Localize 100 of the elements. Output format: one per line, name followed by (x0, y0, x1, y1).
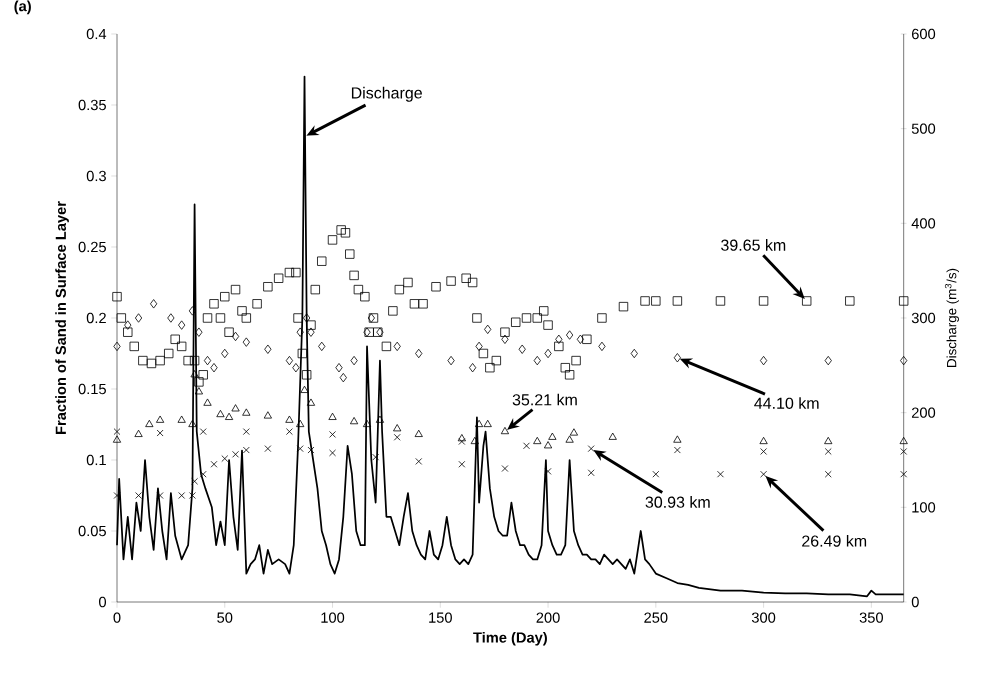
y-tick-label: 0.2 (86, 312, 106, 324)
x-tick-label: 300 (751, 612, 776, 623)
point (145, 419, 154, 428)
x-tick-label: 100 (321, 612, 345, 623)
point (900, 448, 908, 455)
point (483, 419, 492, 428)
point (608, 432, 617, 440)
point (458, 460, 466, 468)
point (328, 412, 337, 420)
point (188, 419, 197, 428)
point (759, 355, 768, 366)
point (630, 348, 638, 359)
y-tick-label: 0.3 (86, 170, 106, 182)
point (565, 435, 574, 443)
point (544, 467, 552, 475)
point (178, 320, 186, 330)
point (533, 355, 541, 366)
point (335, 363, 343, 373)
point (242, 337, 250, 347)
point (548, 432, 557, 440)
point (824, 448, 832, 455)
point (458, 438, 466, 445)
point (376, 327, 384, 337)
point (652, 470, 660, 478)
point (484, 324, 492, 335)
point (285, 355, 294, 366)
point (475, 341, 483, 352)
point (242, 446, 250, 454)
point (224, 412, 234, 420)
point (414, 429, 423, 437)
series-label: 35.21 km (512, 393, 577, 406)
x-axis-title: Time (Day) (473, 631, 547, 646)
point (900, 470, 908, 478)
point (824, 355, 832, 366)
point (190, 370, 199, 378)
point (587, 469, 595, 477)
point (194, 387, 203, 395)
y2-tick-label: 100 (912, 502, 936, 513)
point (760, 470, 768, 478)
point (112, 435, 122, 443)
point (824, 436, 833, 445)
point (199, 428, 207, 436)
point (203, 398, 212, 406)
point (350, 355, 358, 366)
point (375, 415, 385, 423)
point (178, 492, 186, 499)
point (134, 429, 143, 437)
point (598, 341, 606, 352)
point (899, 436, 908, 445)
x-tick-label: 150 (429, 612, 452, 623)
y-tick-label: 0.05 (78, 525, 106, 537)
point (518, 344, 526, 354)
point (717, 470, 724, 478)
point (292, 363, 300, 373)
point (263, 411, 272, 419)
point (576, 334, 584, 344)
y-tick-label: 0 (99, 596, 107, 608)
point (523, 442, 530, 450)
point (242, 408, 251, 416)
point (367, 313, 375, 323)
point (191, 477, 199, 485)
point (470, 436, 479, 445)
point (113, 341, 121, 352)
point (533, 436, 542, 445)
point (457, 434, 466, 442)
y2-tick-label: 0 (911, 596, 919, 608)
point (824, 470, 832, 478)
y2-tick-label: 300 (911, 312, 936, 324)
y-tick-label: 0.15 (78, 383, 106, 395)
y-tick-label: 0.25 (78, 241, 106, 253)
point (285, 415, 294, 423)
point (156, 415, 165, 423)
point (231, 404, 240, 412)
point (415, 348, 423, 359)
point (393, 424, 402, 432)
point (210, 363, 218, 373)
point (339, 372, 347, 383)
point (349, 416, 359, 425)
x-tick-label: 0 (113, 612, 121, 623)
y2-tick-label: 400 (911, 218, 936, 229)
point (569, 428, 579, 436)
point (544, 348, 552, 359)
point (210, 460, 218, 468)
point (329, 431, 336, 438)
point (362, 419, 372, 428)
y-axis-title: Fraction of Sand in Surface Layer (55, 201, 69, 434)
x-tick-label: 200 (536, 612, 560, 623)
point (760, 448, 768, 455)
point (447, 355, 455, 366)
point (566, 330, 574, 340)
point (156, 429, 164, 437)
x-tick-label: 50 (217, 612, 233, 623)
text: Discharge (351, 86, 422, 102)
point (134, 313, 143, 323)
chart-title: (a) (14, 0, 31, 15)
point (113, 428, 121, 436)
point (318, 341, 326, 352)
point (393, 341, 401, 352)
y2-tick-label: 200 (911, 407, 936, 418)
point (177, 415, 186, 423)
